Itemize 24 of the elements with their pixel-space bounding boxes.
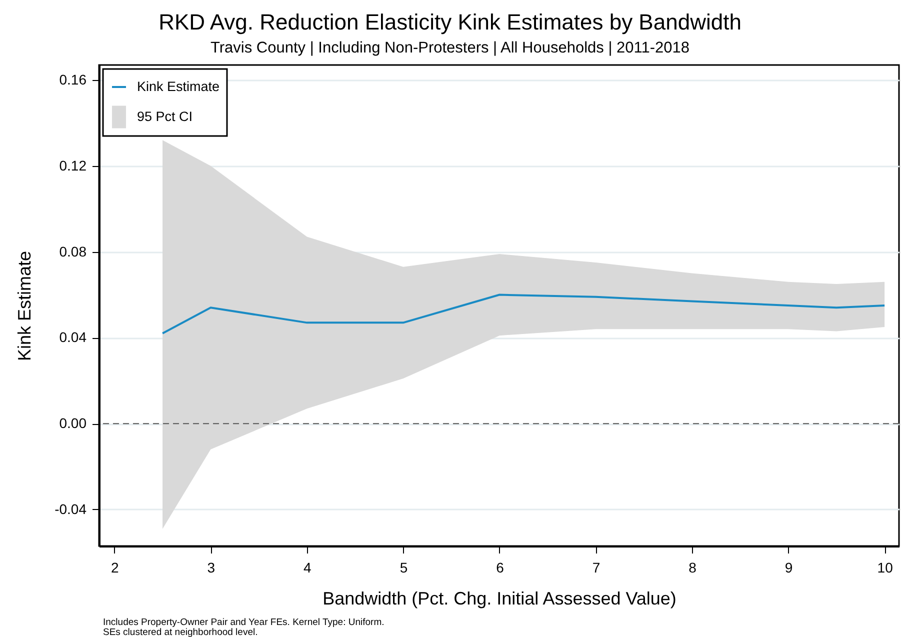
line-series (162, 294, 886, 334)
y-tick-label: 0.04 (59, 329, 87, 346)
chart-title: RKD Avg. Reduction Elasticity Kink Estimates by Bandwidth (158, 10, 742, 34)
x-tick-label: 7 (592, 560, 600, 576)
y-tick-label: 0.00 (59, 415, 87, 432)
legend-label: 95 Pct CI (137, 109, 193, 124)
text: Includes Property-Owner Pair and Year FEs. Kernel Type: Uniform. (103, 617, 384, 628)
text: SEs clustered at neighborhood level. (103, 627, 258, 637)
x-tick-label: 4 (304, 560, 312, 576)
chart-subtitle: Travis County | Including Non-Protesters | All Households | 2011-2018 (210, 40, 690, 56)
y-tick-label: 0.12 (59, 157, 87, 174)
y-tick-label: 0.08 (59, 243, 87, 260)
y-tick-label: -0.04 (54, 500, 87, 517)
x-tick-label: 10 (877, 560, 894, 576)
x-tick-label: 2 (111, 560, 120, 576)
x-tick-label: 9 (784, 560, 793, 576)
x-tick-label: 6 (496, 560, 504, 576)
x-axis-title: Bandwidth (Pct. Chg. Initial Assessed Value) (322, 588, 676, 608)
x-tick-label: 5 (400, 560, 408, 576)
x-tick-label: 8 (688, 560, 697, 576)
legend-label: Kink Estimate (137, 79, 220, 94)
y-axis-title: Kink Estimate (14, 250, 35, 362)
y-tick-label: 0.16 (59, 72, 87, 88)
x-tick-label: 3 (207, 560, 216, 576)
